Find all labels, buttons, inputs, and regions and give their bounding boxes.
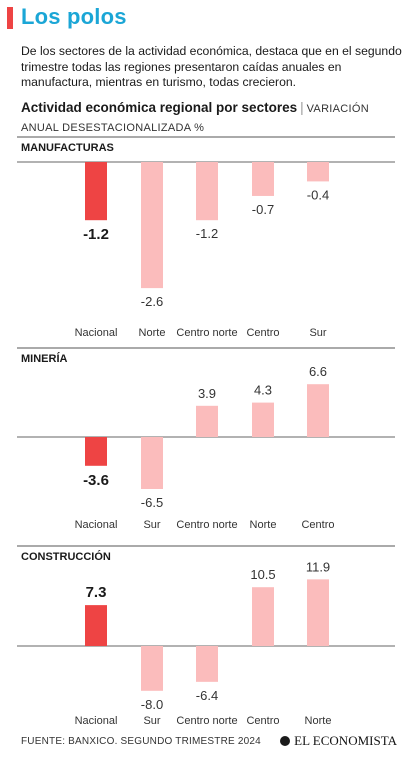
category-label: Centro norte	[176, 327, 237, 339]
data-label: 4.3	[254, 383, 272, 398]
logo-mark-icon	[280, 736, 291, 746]
category-label: Nacional	[75, 519, 118, 531]
category-label: Norte	[250, 519, 277, 531]
bar	[141, 437, 163, 489]
data-label: -0.7	[252, 202, 274, 217]
data-label: -6.4	[196, 688, 218, 703]
bar	[196, 405, 218, 437]
data-label: -0.4	[307, 187, 329, 202]
page-title: Los polos	[21, 4, 127, 29]
bar	[85, 605, 107, 646]
source-note: FUENTE: BANXICO. SEGUNDO TRIMESTRE 2024	[21, 736, 261, 747]
data-label: -1.2	[196, 226, 218, 241]
bar	[196, 162, 218, 221]
bar	[85, 437, 107, 466]
chart-subheading: Actividad económica regional por sectore…	[21, 99, 406, 137]
category-label: Nacional	[75, 327, 118, 339]
category-label: Norte	[305, 715, 332, 727]
chart-title: CONSTRUCCIÓN	[21, 550, 111, 563]
category-label: Centro	[246, 715, 279, 727]
bar	[141, 162, 163, 289]
publisher-logo: EL ECONOMISTA	[280, 733, 397, 749]
publisher-logo-text: EL ECONOMISTA	[294, 733, 397, 748]
chart-unit-label: VARIACIÓN ANUAL DESESTACIONALIZADA %	[21, 103, 370, 134]
bar	[307, 162, 329, 182]
chart-2: CONSTRUCCIÓN 7.3 Nacional -8.0 Sur -6.4 Centro…	[17, 545, 395, 727]
chart-title: MINERÍA	[21, 352, 68, 365]
data-label: 10.5	[250, 567, 275, 582]
header: Los polos	[0, 0, 415, 36]
category-label: Centro	[246, 327, 279, 339]
bar	[252, 587, 274, 646]
category-label: Centro norte	[176, 519, 237, 531]
category-label: Centro norte	[176, 715, 237, 727]
data-label: -2.6	[141, 294, 163, 309]
chart-title: MANUFACTURAS	[21, 142, 114, 154]
data-label: -6.5	[141, 495, 163, 510]
data-label: 7.3	[86, 584, 107, 601]
data-label: -3.6	[83, 472, 109, 489]
chart-0: MANUFACTURAS -1.2 Nacional -2.6 Norte -1.2 Cen…	[17, 136, 395, 339]
data-label: 11.9	[306, 559, 330, 574]
bar	[307, 579, 329, 646]
data-label: 3.9	[198, 386, 216, 401]
bar	[141, 646, 163, 691]
data-label: 6.6	[309, 364, 327, 379]
category-label: Sur	[309, 327, 326, 339]
title-accent-bar	[7, 7, 13, 29]
bar	[307, 384, 329, 437]
bar	[85, 162, 107, 221]
bar	[252, 402, 274, 437]
chart-1: MINERÍA -3.6 Nacional -6.5 Sur 3.9 Centro nort…	[17, 347, 395, 531]
category-label: Norte	[139, 327, 166, 339]
category-label: Sur	[143, 715, 160, 727]
chart-subheading-title: Actividad económica regional por sectore…	[21, 100, 298, 115]
bar	[196, 646, 218, 682]
data-label: -8.0	[141, 697, 163, 712]
category-label: Centro	[301, 519, 334, 531]
category-label: Nacional	[75, 715, 118, 727]
bar	[252, 162, 274, 196]
lead-text: De los sectores de la actividad económic…	[21, 44, 402, 89]
subheading-separator: |	[300, 100, 304, 115]
category-label: Sur	[143, 519, 160, 531]
data-label: -1.2	[83, 226, 109, 243]
